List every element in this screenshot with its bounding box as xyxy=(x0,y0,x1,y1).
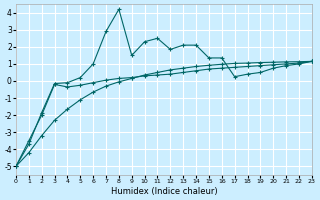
X-axis label: Humidex (Indice chaleur): Humidex (Indice chaleur) xyxy=(111,187,217,196)
